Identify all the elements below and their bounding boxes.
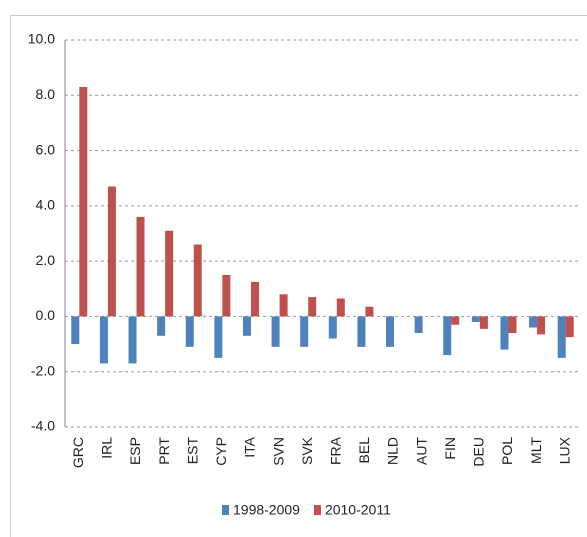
x-tick-label: SVN (270, 437, 286, 466)
bar (537, 316, 546, 335)
bar (214, 316, 223, 358)
bar (128, 316, 137, 364)
x-tick-label: MLT (528, 437, 544, 464)
bar (565, 316, 574, 338)
bar (79, 86, 88, 317)
bar (386, 316, 395, 347)
x-tick-label: IRL (99, 437, 115, 459)
x-tick-label: CYP (213, 437, 229, 466)
bar (471, 316, 480, 322)
bar (193, 244, 202, 317)
bar (222, 274, 231, 317)
bar (242, 316, 251, 336)
bar (99, 316, 108, 364)
x-tick-label: ESP (127, 437, 143, 465)
x-tick-label: EST (184, 437, 200, 465)
x-tick-label: BEL (356, 437, 372, 464)
legend-swatch (222, 505, 229, 515)
bar (185, 316, 194, 347)
y-tick-label: 2.0 (36, 252, 56, 268)
bar (557, 316, 566, 358)
x-tick-label: DEU (471, 437, 487, 467)
bar (308, 297, 317, 317)
y-tick-label: 10.0 (28, 31, 55, 47)
bar (279, 294, 288, 317)
bar (328, 316, 337, 339)
bar (165, 230, 174, 317)
bar (443, 316, 452, 356)
y-tick-label: 8.0 (36, 86, 56, 102)
legend-swatch (313, 505, 321, 515)
frame (10, 15, 587, 537)
x-tick-label: AUT (413, 437, 429, 465)
bar (414, 316, 423, 334)
bar (357, 316, 366, 347)
bar (365, 306, 374, 317)
x-tick-label: FIN (442, 437, 458, 460)
bar (336, 298, 345, 317)
x-tick-label: GRC (70, 437, 86, 468)
bar (529, 316, 538, 328)
x-tick-label: PRT (156, 437, 172, 465)
legend-label: 2010-2011 (325, 502, 391, 518)
x-tick-label: NLD (385, 437, 401, 465)
x-tick-label: ITA (242, 436, 258, 457)
bar (271, 316, 280, 347)
x-tick-label: POL (499, 437, 515, 465)
x-tick-label: LUX (556, 436, 572, 464)
bar (157, 316, 166, 336)
bar (71, 316, 80, 345)
y-tick-label: -2.0 (31, 362, 55, 378)
bar (479, 316, 488, 329)
bar (250, 281, 259, 317)
y-tick-label: 6.0 (36, 141, 56, 157)
bar (136, 216, 145, 317)
bar (508, 316, 517, 334)
x-tick-label: SVK (299, 436, 315, 465)
bar (300, 316, 309, 347)
x-tick-label: FRA (328, 436, 344, 465)
y-tick-label: 0.0 (36, 307, 56, 323)
legend-label: 1998-2009 (233, 502, 300, 518)
bar (500, 316, 509, 350)
y-tick-label: 4.0 (36, 197, 56, 213)
bar (451, 316, 460, 325)
y-tick-label: -4.0 (31, 418, 55, 434)
bar (107, 186, 116, 317)
